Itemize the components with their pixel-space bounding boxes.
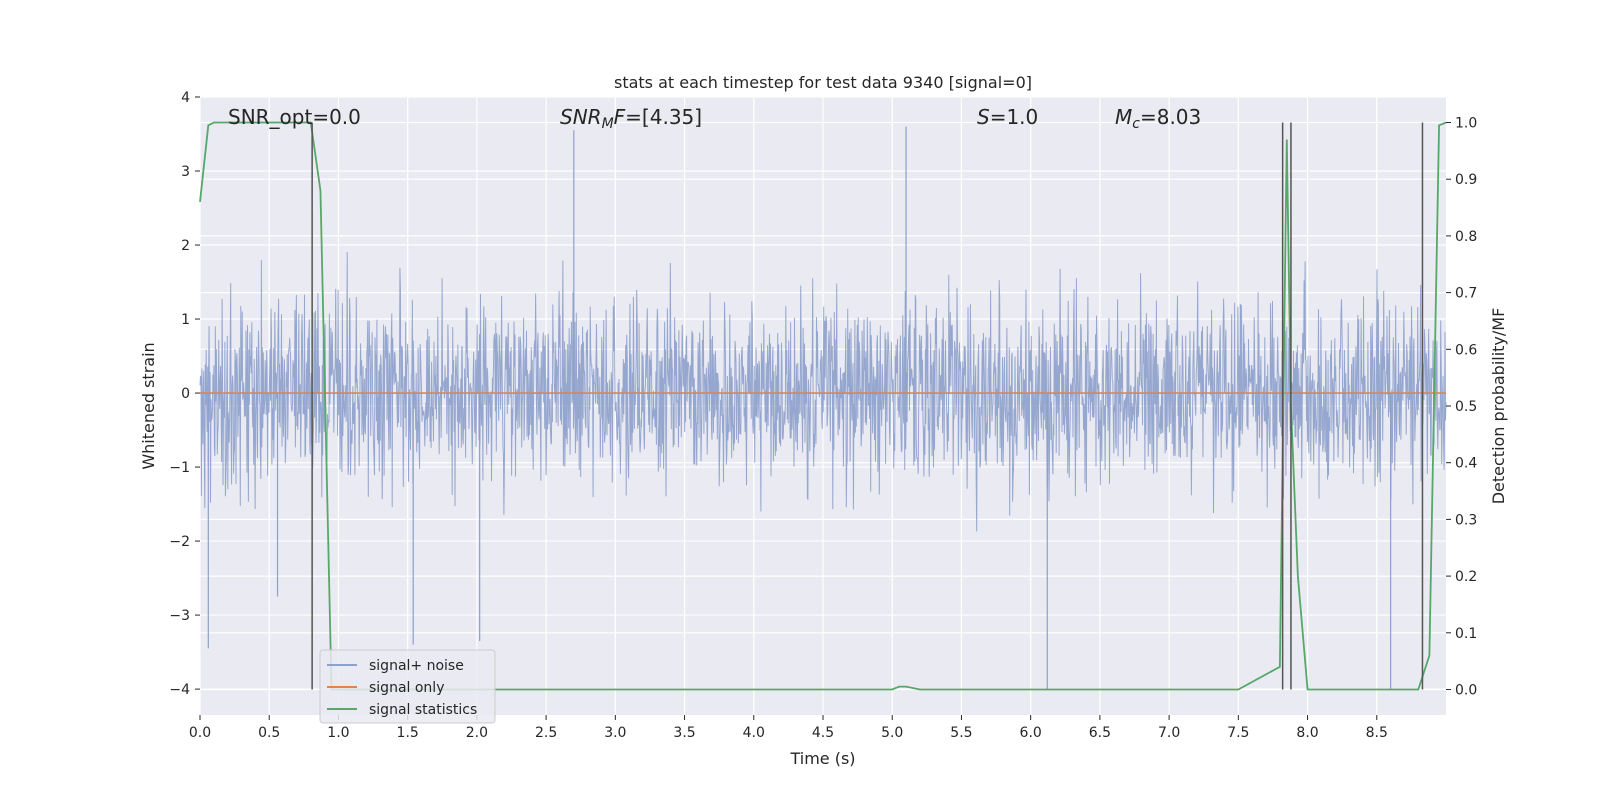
x-tick-label: 3.5: [673, 725, 695, 741]
y-tick-label: −2: [169, 534, 190, 550]
annotation-snr-mf: SNRMF=[4.35]: [560, 105, 702, 132]
annotation-mc: Mc=8.03: [1115, 105, 1201, 132]
x-axis-label: Time (s): [789, 749, 855, 768]
x-tick-label: 6.5: [1089, 725, 1111, 741]
x-tick-label: 8.0: [1296, 725, 1318, 741]
x-tick-label: 0.0: [189, 725, 211, 741]
y-tick-label: 4: [181, 90, 190, 106]
x-tick-label: 0.5: [258, 725, 280, 741]
x-tick-label: 2.0: [466, 725, 488, 741]
x-tick-label: 2.5: [535, 725, 557, 741]
ticks: 0.0 0.5 1.0 1.5 2.0 2.5 3.0 3.5 4.0 4.5 5.0 5.5 6.0 6…: [169, 90, 1477, 741]
x-tick-label: 8.5: [1366, 725, 1388, 741]
line-series: [199, 121, 1447, 691]
legend-label-signal-only: signal only: [369, 680, 444, 696]
y-tick-label: −4: [169, 682, 190, 698]
chart-title: stats at each timestep for test data 934…: [614, 73, 1032, 92]
y2-tick-label: 0.9: [1455, 172, 1477, 188]
y-tick-label: −1: [169, 460, 190, 476]
y2-tick-label: 1.0: [1455, 116, 1477, 132]
y2-tick-label: 0.2: [1455, 569, 1477, 585]
annotation-s: S=1.0: [977, 105, 1038, 129]
y2-axis-label: Detection probability/MF: [1489, 308, 1508, 505]
x-tick-label: 1.5: [397, 725, 419, 741]
legend-label-signal-statistics: signal statistics: [369, 702, 477, 718]
signal-statistics-line: [199, 121, 1447, 691]
y-tick-label: 0: [181, 386, 190, 402]
x-tick-label: 5.5: [950, 725, 972, 741]
x-tick-label: 6.0: [1020, 725, 1042, 741]
x-tick-label: 1.0: [327, 725, 349, 741]
annotation-snr-opt: SNR_opt=0.0: [228, 105, 361, 129]
y2-tick-label: 0.7: [1455, 286, 1477, 302]
y2-tick-label: 0.6: [1455, 342, 1477, 358]
legend: signal+ noise signal only signal statist…: [319, 649, 496, 724]
y-tick-label: 2: [181, 238, 190, 254]
y2-tick-label: 0.4: [1455, 456, 1477, 472]
y2-tick-label: 0.5: [1455, 399, 1477, 415]
legend-box: [319, 649, 496, 724]
x-tick-label: 4.5: [812, 725, 834, 741]
y-tick-label: 3: [181, 164, 190, 180]
y2-tick-label: 0.1: [1455, 626, 1477, 642]
y2-tick-label: 0.8: [1455, 229, 1477, 245]
y-tick-label: 1: [181, 312, 190, 328]
signal-noise-line: [199, 252, 1447, 532]
x-tick-label: 4.0: [743, 725, 765, 741]
signal-noise-series: [199, 126, 1447, 690]
x-tick-label: 3.0: [604, 725, 626, 741]
x-tick-label: 7.5: [1227, 725, 1249, 741]
vertical-markers: [311, 122, 1424, 690]
y2-tick-label: 0.0: [1455, 682, 1477, 698]
legend-label-signal-noise: signal+ noise: [369, 658, 464, 674]
annotations: SNR_opt=0.0 SNRMF=[4.35] S=1.0 Mc=8.03: [228, 105, 1201, 132]
y2-tick-label: 0.3: [1455, 512, 1477, 528]
x-tick-label: 7.0: [1158, 725, 1180, 741]
y-axis-label: Whitened strain: [139, 342, 158, 469]
y-tick-label: −3: [169, 608, 190, 624]
x-tick-label: 5.0: [881, 725, 903, 741]
